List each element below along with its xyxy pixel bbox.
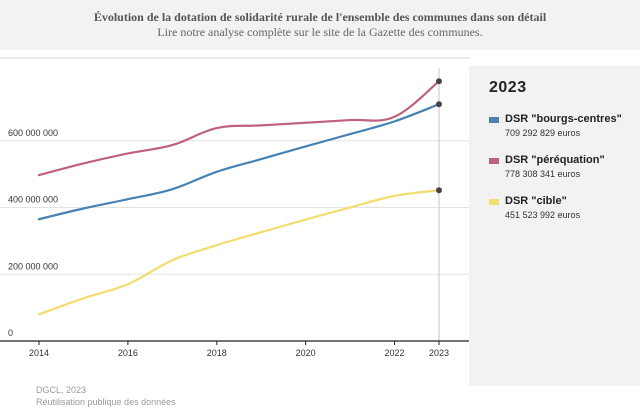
series-line-1 xyxy=(37,80,441,177)
legend-year: 2023 xyxy=(489,79,527,96)
series-lines xyxy=(37,80,441,316)
chart-header: Évolution de la dotation de solidarité r… xyxy=(0,0,640,50)
legend-swatch xyxy=(489,158,499,164)
x-tick-label: 2023 xyxy=(429,348,449,358)
legend-name: DSR "bourgs-centres" xyxy=(505,113,622,125)
series-end-point-0 xyxy=(436,101,442,108)
y-tick-label: 600 000 000 xyxy=(8,128,58,138)
series-end-point-2 xyxy=(436,187,442,194)
y-tick-label: 0 xyxy=(8,328,13,338)
x-axis: 2014 2016 2018 2020 2022 2023 xyxy=(0,340,470,358)
y-tick-label: 400 000 000 xyxy=(8,195,58,205)
series-line-2 xyxy=(37,189,441,316)
legend-value: 709 292 829 euros xyxy=(505,128,581,138)
license-note: Réutilisation publique des données xyxy=(36,397,176,407)
legend-swatch xyxy=(489,199,499,205)
y-tick-label: 200 000 000 xyxy=(8,261,58,271)
chart-subtitle: Lire notre analyse complète sur le site … xyxy=(157,25,483,39)
source-note: DGCL, 2023 xyxy=(36,385,87,395)
x-tick-label: 2022 xyxy=(385,348,405,358)
x-tick-label: 2020 xyxy=(296,348,316,358)
x-tick-label: 2016 xyxy=(118,348,138,358)
legend-swatch xyxy=(489,117,499,123)
x-tick-label: 2014 xyxy=(29,348,49,358)
end-markers xyxy=(436,78,442,194)
legend-name: DSR "cible" xyxy=(505,195,567,207)
legend-name: DSR "péréquation" xyxy=(505,154,605,166)
legend-value: 451 523 992 euros xyxy=(505,210,581,220)
legend-value: 778 308 341 euros xyxy=(505,169,581,179)
series-line-0 xyxy=(37,103,441,221)
chart-title: Évolution de la dotation de solidarité r… xyxy=(93,10,547,24)
series-end-point-1 xyxy=(436,78,442,85)
legend-panel: 2023 DSR "bourgs-centres" 709 292 829 eu… xyxy=(469,66,640,386)
x-tick-label: 2018 xyxy=(207,348,227,358)
grid: 0 200 000 000 400 000 000 600 000 000 xyxy=(0,57,470,341)
